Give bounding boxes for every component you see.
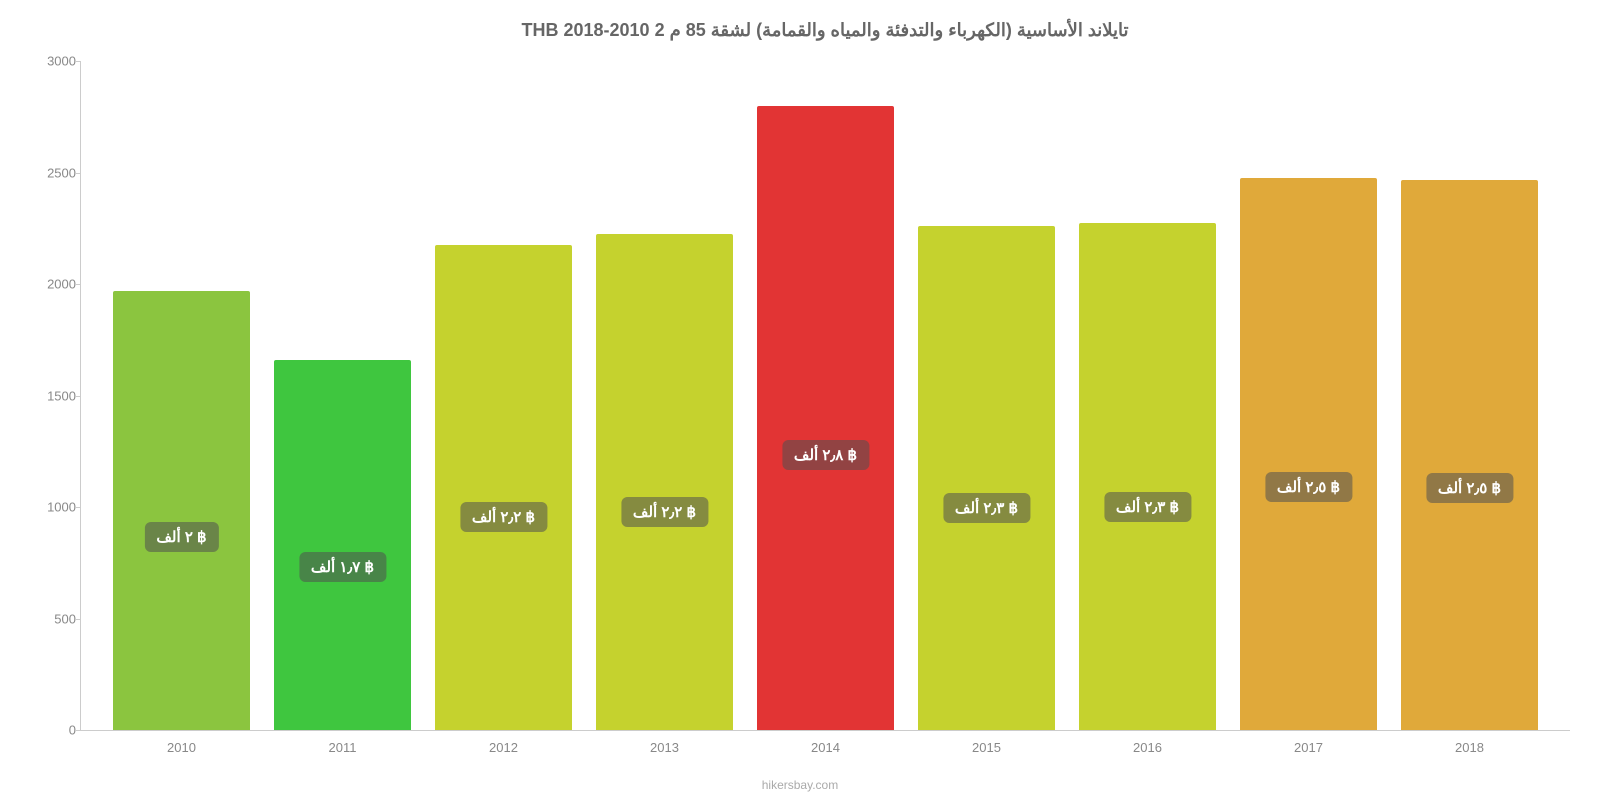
- bar-value-label: ฿ ١٫٧ ألف: [299, 552, 386, 582]
- chart-title: تايلاند الأساسية (الكهرباء والتدفئة والم…: [80, 20, 1570, 41]
- bar-value-label: ฿ ٢ ألف: [144, 522, 218, 552]
- bar-group: ฿ ٢٫٣ ألف2016: [1068, 61, 1228, 730]
- bar: ฿ ٢٫٣ ألف: [918, 226, 1056, 730]
- y-tick-mark: [76, 284, 81, 285]
- x-tick-label: 2017: [1294, 740, 1323, 755]
- plot-area: 050010001500200025003000 ฿ ٢ ألف2010฿ ١٫…: [80, 61, 1570, 731]
- y-axis: 050010001500200025003000: [21, 61, 76, 730]
- x-tick-label: 2010: [167, 740, 196, 755]
- y-tick-label: 500: [21, 611, 76, 626]
- bar-group: ฿ ٢٫٥ ألف2018: [1390, 61, 1550, 730]
- bar: ฿ ٢٫٥ ألف: [1240, 178, 1378, 730]
- x-tick-label: 2011: [329, 740, 357, 755]
- x-tick-label: 2018: [1455, 740, 1484, 755]
- bar-group: ฿ ٢٫٢ ألف2012: [424, 61, 584, 730]
- bars-wrapper: ฿ ٢ ألف2010฿ ١٫٧ ألف2011฿ ٢٫٢ ألف2012฿ ٢…: [81, 61, 1570, 730]
- bar: ฿ ١٫٧ ألف: [274, 360, 412, 730]
- y-tick-mark: [76, 730, 81, 731]
- bar-value-label: ฿ ٢٫٥ ألف: [1426, 473, 1513, 503]
- y-tick-label: 1500: [21, 388, 76, 403]
- bar-group: ฿ ٢٫٥ ألف2017: [1229, 61, 1389, 730]
- bar-group: ฿ ١٫٧ ألف2011: [263, 61, 423, 730]
- x-tick-label: 2015: [972, 740, 1001, 755]
- y-tick-mark: [76, 619, 81, 620]
- bar: ฿ ٢٫٣ ألف: [1079, 223, 1217, 730]
- bar-group: ฿ ٢٫٣ ألف2015: [907, 61, 1067, 730]
- y-tick-mark: [76, 396, 81, 397]
- x-tick-label: 2016: [1133, 740, 1162, 755]
- bar-value-label: ฿ ٢٫٢ ألف: [621, 497, 708, 527]
- bar: ฿ ٢٫٢ ألف: [596, 234, 734, 730]
- bar-value-label: ฿ ٢٫٢ ألف: [460, 502, 547, 532]
- chart-container: تايلاند الأساسية (الكهرباء والتدفئة والم…: [0, 0, 1600, 800]
- bar-value-label: ฿ ٢٫٣ ألف: [1104, 492, 1191, 522]
- bar-value-label: ฿ ٢٫٣ ألف: [943, 493, 1030, 523]
- y-tick-mark: [76, 173, 81, 174]
- y-tick-label: 2500: [21, 165, 76, 180]
- bar-group: ฿ ٢٫٨ ألف2014: [746, 61, 906, 730]
- chart-footer: hikersbay.com: [0, 778, 1600, 792]
- y-tick-label: 2000: [21, 277, 76, 292]
- bar-group: ฿ ٢ ألف2010: [102, 61, 262, 730]
- bar-value-label: ฿ ٢٫٨ ألف: [782, 440, 869, 470]
- y-tick-mark: [76, 61, 81, 62]
- y-tick-label: 3000: [21, 54, 76, 69]
- bar: ฿ ٢٫٥ ألف: [1401, 180, 1539, 730]
- x-tick-label: 2014: [811, 740, 840, 755]
- x-tick-label: 2013: [650, 740, 679, 755]
- y-tick-mark: [76, 507, 81, 508]
- bar-value-label: ฿ ٢٫٥ ألف: [1265, 472, 1352, 502]
- bar: ฿ ٢٫٢ ألف: [435, 245, 573, 730]
- bar: ฿ ٢ ألف: [113, 291, 251, 730]
- bar: ฿ ٢٫٨ ألف: [757, 106, 895, 730]
- bar-group: ฿ ٢٫٢ ألف2013: [585, 61, 745, 730]
- x-tick-label: 2012: [489, 740, 518, 755]
- y-tick-label: 1000: [21, 500, 76, 515]
- y-tick-label: 0: [21, 723, 76, 738]
